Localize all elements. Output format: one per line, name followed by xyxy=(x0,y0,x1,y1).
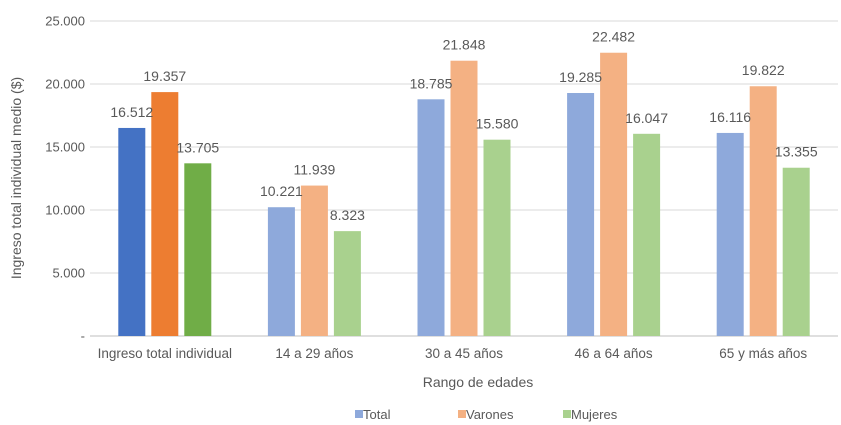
data-label: 10.221 xyxy=(260,183,303,199)
data-labels: 16.512 19.357 13.705 10.221 11.939 8.323 18.78… xyxy=(110,29,817,223)
bar xyxy=(118,127,146,337)
x-axis-title: Rango de edades xyxy=(423,374,534,390)
data-label: 8.323 xyxy=(330,207,365,223)
data-label: 21.848 xyxy=(443,37,486,53)
y-axis-title: Ingreso total individual medio ($) xyxy=(8,77,24,279)
category-label: 46 a 64 años xyxy=(575,346,653,361)
legend-swatch xyxy=(563,410,571,418)
legend-label: Total xyxy=(363,407,391,422)
data-label: 13.355 xyxy=(775,144,818,160)
data-label: 22.482 xyxy=(592,29,635,45)
data-label: 19.357 xyxy=(143,68,186,84)
bar xyxy=(782,167,810,336)
bar xyxy=(483,139,511,336)
legend-label: Varones xyxy=(466,407,514,422)
legend-label: Mujeres xyxy=(571,407,618,422)
category-label: 30 a 45 años xyxy=(425,346,503,361)
bar xyxy=(184,163,212,336)
y-tick-label: 10.000 xyxy=(45,203,85,218)
bar xyxy=(333,231,361,336)
bars xyxy=(118,52,810,337)
bar xyxy=(417,99,445,337)
bar xyxy=(450,60,478,336)
data-label: 11.939 xyxy=(294,162,336,178)
bar xyxy=(716,132,744,336)
data-label: 19.822 xyxy=(742,62,785,78)
bar xyxy=(633,133,661,336)
legend: Total Varones Mujeres xyxy=(355,407,618,422)
category-label: Ingreso total individual xyxy=(98,346,232,361)
legend-swatch xyxy=(355,410,363,418)
bar xyxy=(267,207,295,336)
data-label: 16.047 xyxy=(625,110,668,126)
y-axis-ticks: - 5.000 10.000 15.000 20.000 25.000 xyxy=(45,14,85,344)
x-axis-categories: Ingreso total individual 14 a 29 años 30 a… xyxy=(98,346,808,361)
y-tick-label: 15.000 xyxy=(45,140,85,155)
category-label: 14 a 29 años xyxy=(275,346,353,361)
data-label: 15.580 xyxy=(476,116,519,132)
bar xyxy=(749,86,777,336)
y-tick-label: - xyxy=(81,329,85,344)
bar xyxy=(300,185,328,336)
bar xyxy=(151,92,179,336)
data-label: 16.116 xyxy=(709,109,751,125)
y-tick-label: 5.000 xyxy=(52,266,85,281)
y-tick-label: 20.000 xyxy=(45,77,85,92)
y-tick-label: 25.000 xyxy=(45,14,85,29)
data-label: 19.285 xyxy=(559,69,602,85)
bar xyxy=(600,52,628,336)
data-label: 13.705 xyxy=(176,139,219,155)
bar xyxy=(567,93,595,336)
category-label: 65 y más años xyxy=(719,346,807,361)
data-label: 18.785 xyxy=(410,75,453,91)
data-label: 16.512 xyxy=(110,104,153,120)
legend-swatch xyxy=(458,410,466,418)
